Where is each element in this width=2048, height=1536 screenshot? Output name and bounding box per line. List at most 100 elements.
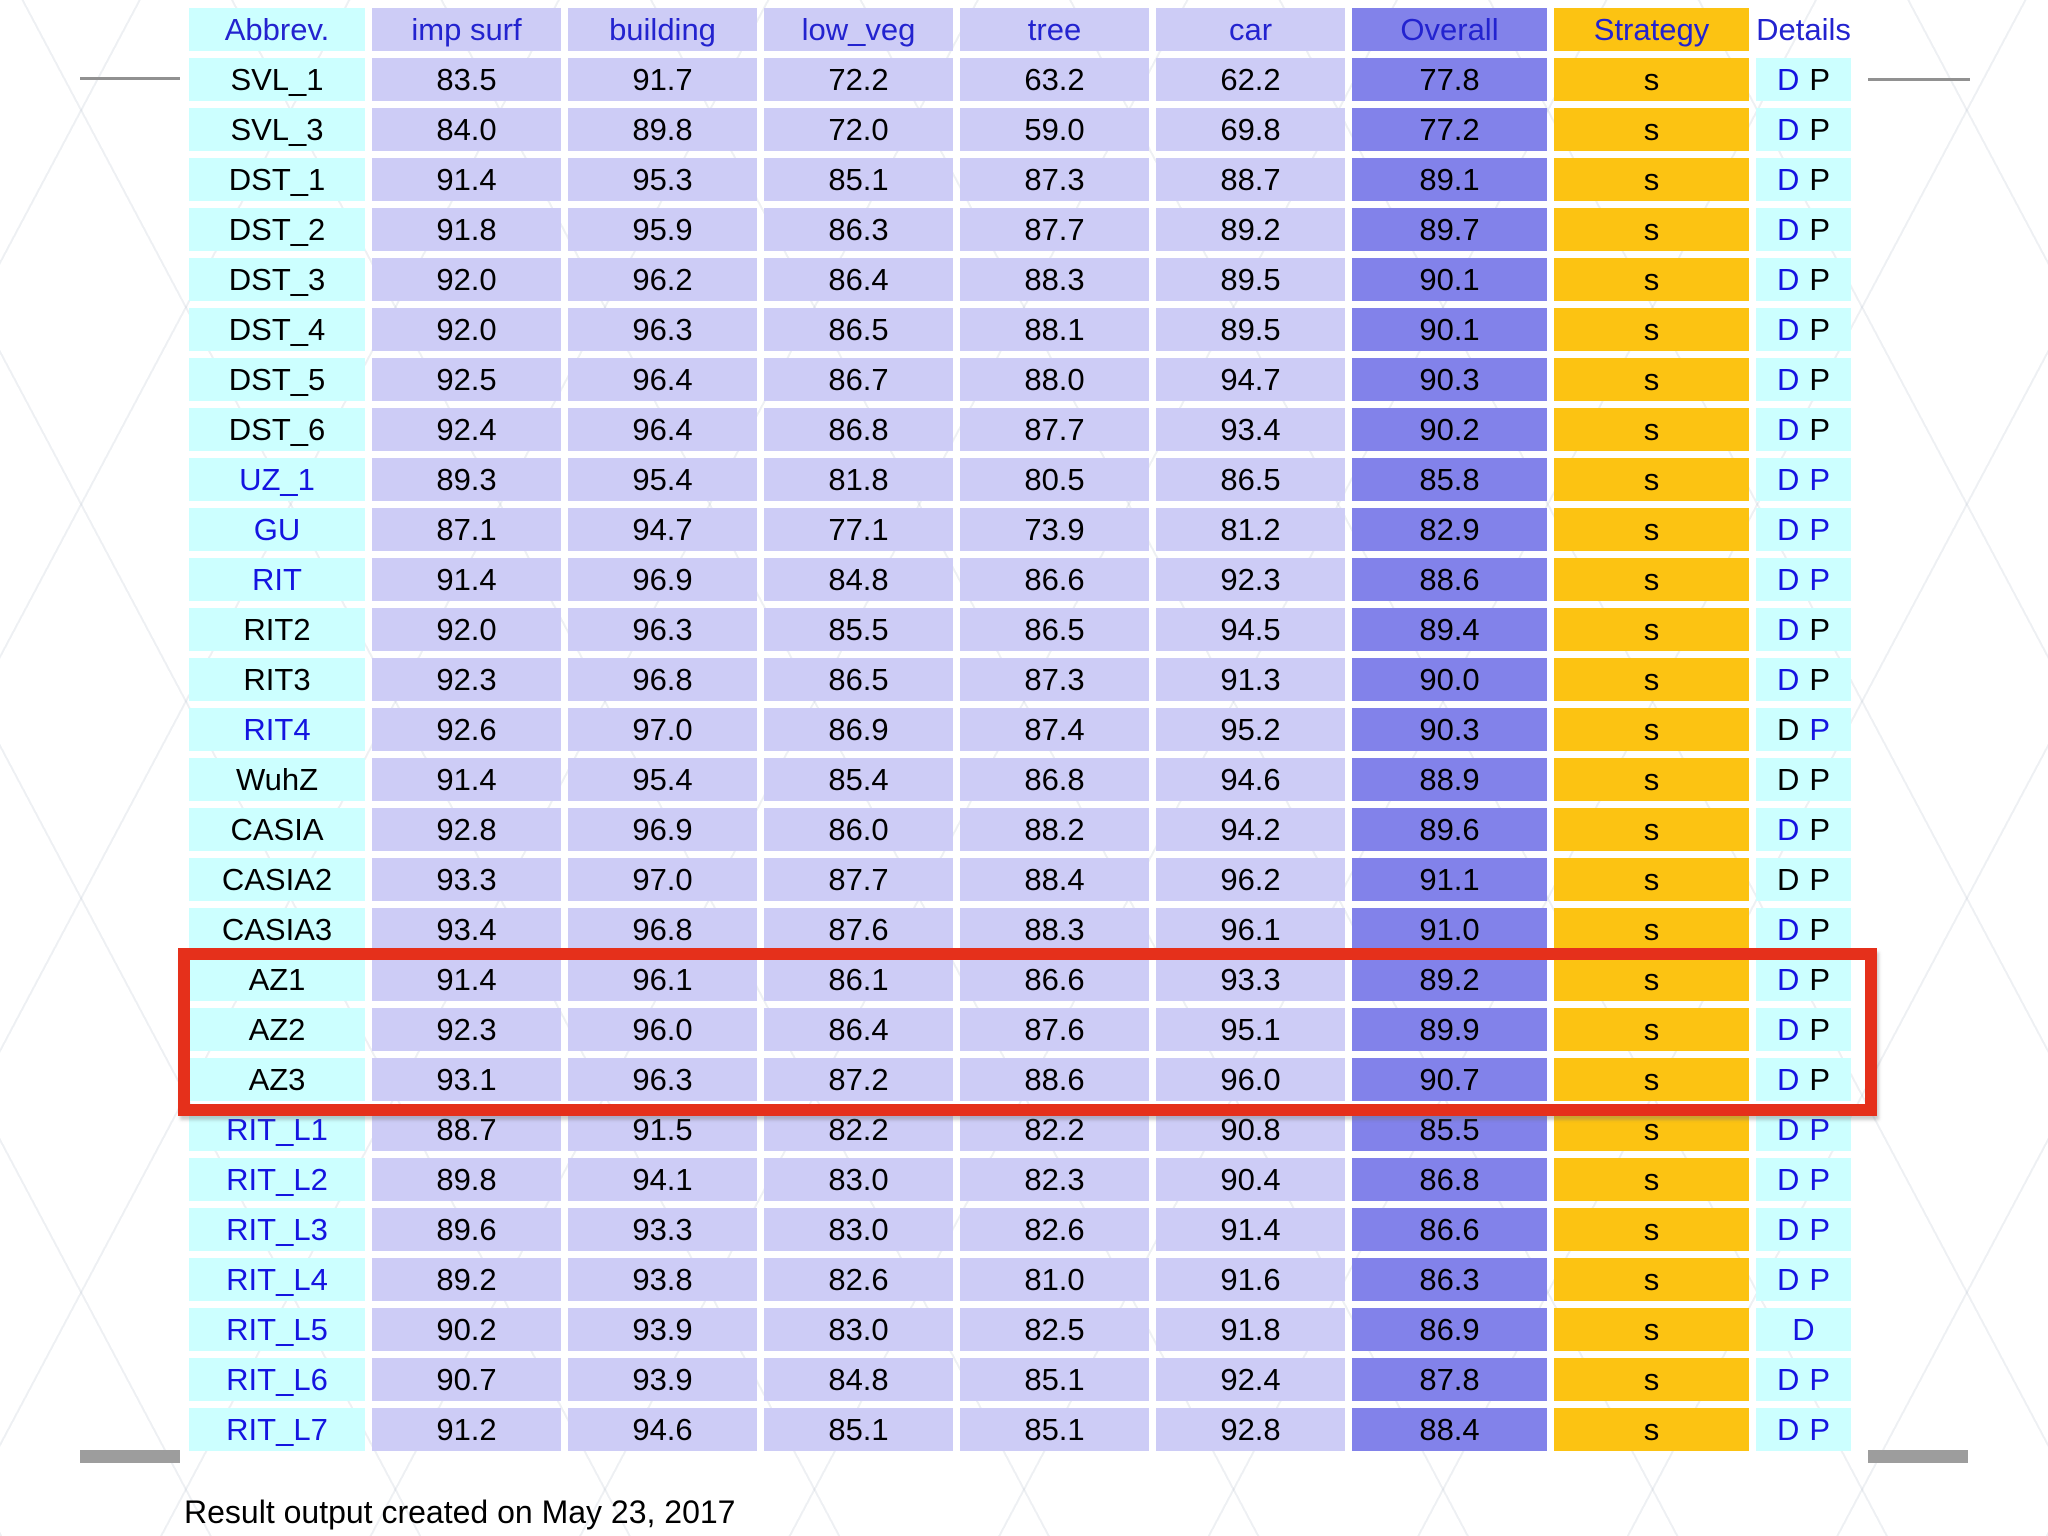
value-cell: 86.1 (764, 958, 953, 1001)
details-cell: D (1756, 1308, 1851, 1351)
value-cell: 91.4 (372, 758, 561, 801)
details-link-d[interactable]: D (1776, 812, 1800, 847)
abbrev-link[interactable]: RIT_L3 (226, 1212, 328, 1247)
footer-note: Result output created on May 23, 2017 (184, 1494, 736, 1530)
decoration-bar-bottom-left (80, 1450, 180, 1463)
details-link-d[interactable]: D (1776, 212, 1800, 247)
value-cell: 69.8 (1156, 108, 1345, 151)
value-cell: 91.5 (568, 1108, 757, 1151)
details-link-p[interactable]: P (1809, 462, 1831, 497)
value-cell: 96.8 (568, 908, 757, 951)
value-cell: 86.8 (764, 408, 953, 451)
abbrev-link[interactable]: RIT_L4 (226, 1262, 328, 1297)
strategy-cell: s (1554, 658, 1749, 701)
value-cell: 86.7 (764, 358, 953, 401)
details-link-p[interactable]: P (1809, 1162, 1831, 1197)
details-link-p[interactable]: P (1809, 512, 1831, 547)
details-link-d[interactable]: D (1776, 362, 1800, 397)
abbrev-link[interactable]: RIT_L1 (226, 1112, 328, 1147)
details-link-p[interactable]: P (1809, 1262, 1831, 1297)
abbrev-link[interactable]: RIT (252, 562, 302, 597)
strategy-cell: s (1554, 608, 1749, 651)
details-link-d[interactable]: D (1776, 1362, 1800, 1397)
details-link-p[interactable]: P (1809, 712, 1831, 747)
value-cell: 73.9 (960, 508, 1149, 551)
details-link-d[interactable]: D (1776, 162, 1800, 197)
column-header-building[interactable]: building (568, 8, 757, 51)
details-link-d[interactable]: D (1776, 1112, 1800, 1147)
details-link-d[interactable]: D (1776, 912, 1800, 947)
overall-cell: 90.3 (1352, 358, 1547, 401)
abbrev-label: WuhZ (235, 762, 319, 797)
details-link-d[interactable]: D (1776, 1062, 1800, 1097)
column-header-details[interactable]: Details (1756, 8, 1851, 51)
strategy-cell: s (1554, 558, 1749, 601)
details-link-d[interactable]: D (1776, 662, 1800, 697)
abbrev-label: DST_3 (228, 262, 326, 297)
details-link-d[interactable]: D (1776, 562, 1800, 597)
value-cell: 83.0 (764, 1208, 953, 1251)
details-text-p: P (1809, 612, 1831, 647)
value-cell: 86.4 (764, 258, 953, 301)
abbrev-cell: UZ_1 (189, 458, 365, 501)
column-header-imp-surf[interactable]: imp surf (372, 8, 561, 51)
details-link-p[interactable]: P (1809, 1412, 1831, 1447)
details-link-p[interactable]: P (1809, 1212, 1831, 1247)
abbrev-link[interactable]: RIT4 (243, 712, 311, 747)
abbrev-link[interactable]: RIT_L5 (226, 1312, 328, 1347)
details-link-d[interactable]: D (1792, 1312, 1815, 1347)
details-link-d[interactable]: D (1776, 112, 1800, 147)
column-header-strategy[interactable]: Strategy (1554, 8, 1749, 51)
column-header-car[interactable]: car (1156, 8, 1345, 51)
table-row-CASIA2: CASIA2 93.3 97.0 87.7 88.4 96.2 91.1 s D P (189, 858, 1851, 901)
overall-cell: 89.2 (1352, 958, 1547, 1001)
details-link-d[interactable]: D (1776, 1012, 1800, 1047)
value-cell: 96.3 (568, 308, 757, 351)
column-header-low-veg[interactable]: low_veg (764, 8, 953, 51)
details-link-d[interactable]: D (1776, 1412, 1800, 1447)
value-cell: 81.0 (960, 1258, 1149, 1301)
strategy-cell: s (1554, 1308, 1749, 1351)
abbrev-link[interactable]: RIT_L6 (226, 1362, 328, 1397)
details-link-d[interactable]: D (1776, 262, 1800, 297)
column-header-overall[interactable]: Overall (1352, 8, 1547, 51)
abbrev-link[interactable]: UZ_1 (239, 462, 315, 497)
details-link-d[interactable]: D (1776, 512, 1800, 547)
details-link-d[interactable]: D (1776, 962, 1800, 997)
abbrev-cell: AZ1 (189, 958, 365, 1001)
strategy-cell: s (1554, 308, 1749, 351)
value-cell: 88.1 (960, 308, 1149, 351)
value-cell: 87.7 (960, 408, 1149, 451)
details-link-p[interactable]: P (1809, 562, 1831, 597)
column-header-abbrev-[interactable]: Abbrev. (189, 8, 365, 51)
details-link-p[interactable]: P (1809, 1112, 1831, 1147)
strategy-cell: s (1554, 708, 1749, 751)
details-link-d[interactable]: D (1776, 1262, 1800, 1297)
details-link-p[interactable]: P (1809, 1362, 1831, 1397)
abbrev-link[interactable]: RIT_L2 (226, 1162, 328, 1197)
value-cell: 91.2 (372, 1408, 561, 1451)
details-link-d[interactable]: D (1776, 1162, 1800, 1197)
column-header-tree[interactable]: tree (960, 8, 1149, 51)
value-cell: 88.3 (960, 258, 1149, 301)
details-link-d[interactable]: D (1776, 62, 1800, 97)
details-link-d[interactable]: D (1776, 412, 1800, 447)
details-link-d[interactable]: D (1776, 1212, 1800, 1247)
abbrev-cell: RIT_L1 (189, 1108, 365, 1151)
abbrev-link[interactable]: RIT_L7 (226, 1412, 328, 1447)
abbrev-link[interactable]: GU (253, 512, 301, 547)
details-link-d[interactable]: D (1776, 462, 1800, 497)
details-text-d: D (1776, 712, 1800, 747)
details-link-d[interactable]: D (1776, 312, 1800, 347)
value-cell: 88.6 (960, 1058, 1149, 1101)
table-row-GU: GU 87.1 94.7 77.1 73.9 81.2 82.9 s D P (189, 508, 1851, 551)
value-cell: 80.5 (960, 458, 1149, 501)
details-link-d[interactable]: D (1776, 612, 1800, 647)
details-text-d: D (1776, 762, 1800, 797)
strategy-cell: s (1554, 508, 1749, 551)
abbrev-label: CASIA3 (221, 912, 333, 947)
